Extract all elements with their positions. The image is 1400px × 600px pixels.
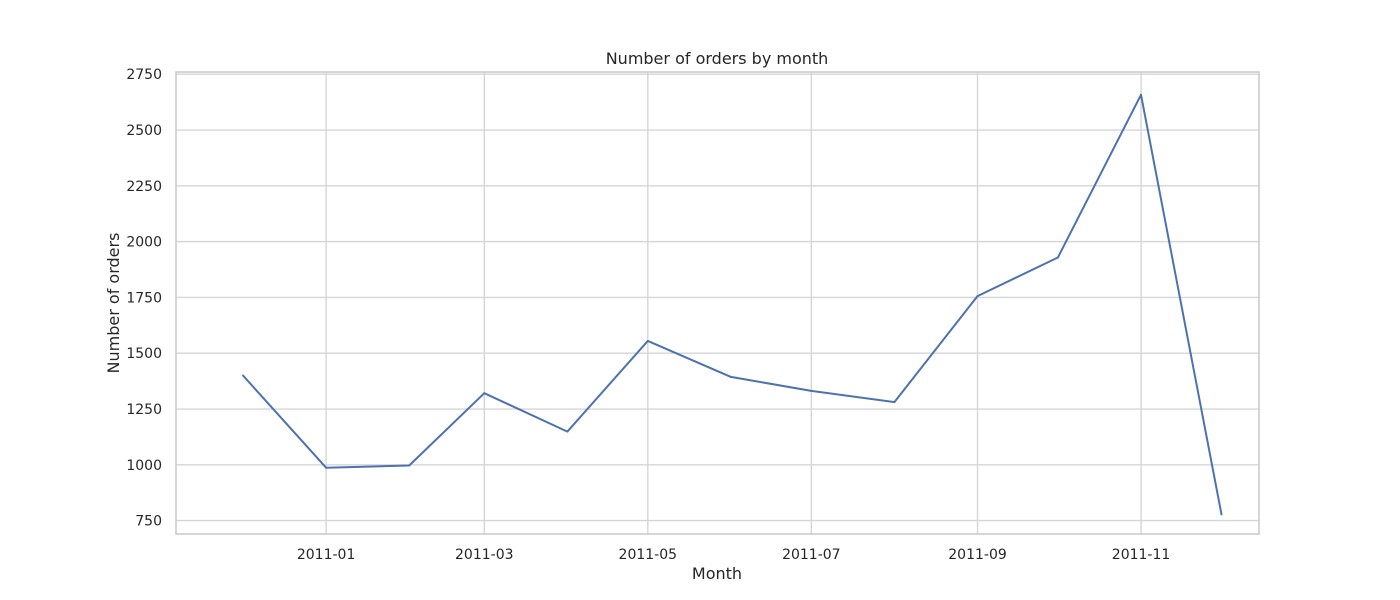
x-tick-label: 2011-01 (297, 547, 356, 563)
data-point (566, 430, 569, 433)
x-tick-labels: 2011-01 2011-03 2011-05 2011-07 2011-09 2011-… (297, 547, 1170, 563)
y-tick-label: 1750 (126, 290, 162, 306)
x-grid (325, 72, 1142, 534)
plot-frame (175, 71, 1260, 535)
chart-title: Number of orders by month (606, 49, 829, 68)
y-axis-title: Number of orders (104, 233, 123, 374)
x-tick-label: 2011-11 (1112, 547, 1171, 563)
y-tick-label: 2250 (126, 179, 162, 195)
y-tick-label: 1250 (126, 402, 162, 418)
x-axis-title: Month (692, 564, 742, 583)
data-point (242, 374, 245, 377)
data-point (893, 401, 896, 404)
y-tick-label: 2750 (126, 67, 162, 83)
x-tick-label: 2011-07 (782, 547, 841, 563)
x-tick-label: 2011-05 (619, 547, 678, 563)
x-tick-label: 2011-09 (948, 547, 1007, 563)
data-point (483, 392, 486, 395)
data-point (729, 375, 732, 378)
y-grid (176, 73, 1259, 522)
y-tick-label: 750 (135, 514, 162, 530)
data-point (1140, 93, 1143, 96)
y-tick-label: 2500 (126, 123, 162, 139)
data-point (810, 389, 813, 392)
y-tick-label: 1500 (126, 346, 162, 362)
y-tick-labels: 750 1000 1250 1500 1750 2000 2250 2500 2750 (126, 67, 162, 529)
series-layer (242, 93, 1223, 516)
data-point (1056, 256, 1059, 259)
y-tick-label: 2000 (126, 235, 162, 251)
data-point (325, 466, 328, 469)
x-tick-label: 2011-03 (455, 547, 514, 563)
data-point (646, 339, 649, 342)
data-point (408, 464, 411, 467)
data-point (1220, 513, 1223, 516)
data-point (976, 295, 979, 298)
series-line (242, 93, 1223, 515)
y-tick-label: 1000 (126, 458, 162, 474)
